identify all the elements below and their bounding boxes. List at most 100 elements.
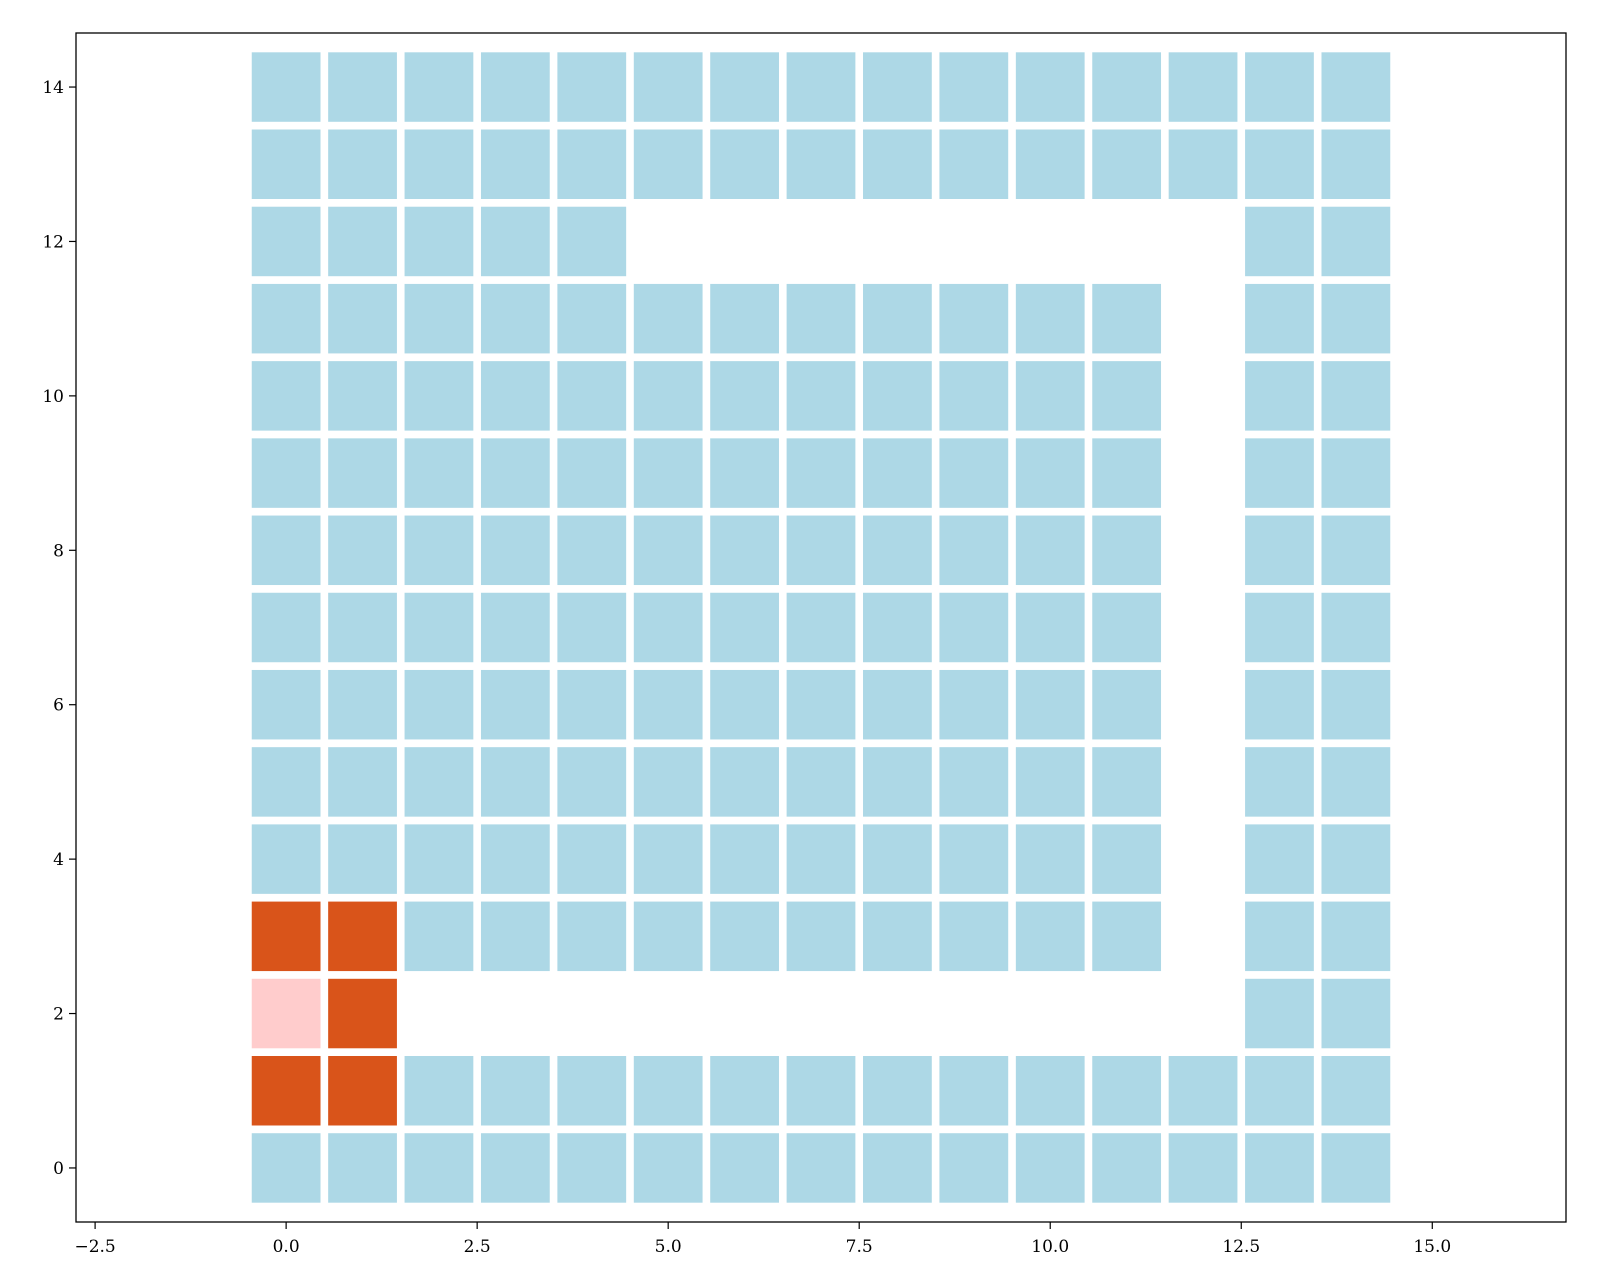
x-tick-label: 5.0 (655, 1237, 682, 1257)
cell-blue-7-8 (786, 515, 856, 586)
cell-blue-13-0 (1245, 1133, 1314, 1203)
cell-blue-13-14 (1245, 52, 1314, 122)
cell-blue-3-1 (480, 1056, 550, 1126)
cell-blue-12-13 (1168, 129, 1238, 199)
cell-blue-13-9 (1245, 438, 1314, 508)
cell-blue-5-5 (633, 747, 703, 817)
y-tick-label: 6 (53, 696, 64, 716)
cell-blue-13-13 (1245, 129, 1314, 199)
cell-blue-1-13 (328, 129, 397, 199)
cell-blue-2-13 (404, 129, 474, 199)
cell-blue-0-13 (251, 129, 321, 199)
cell-blue-11-8 (1092, 515, 1162, 586)
cell-blue-2-7 (404, 592, 474, 663)
cell-blue-0-12 (251, 206, 321, 277)
cell-blue-3-12 (480, 206, 550, 277)
cell-blue-13-5 (1245, 747, 1314, 817)
cell-blue-13-8 (1245, 515, 1314, 586)
cell-blue-3-8 (480, 515, 550, 586)
cell-blue-14-6 (1321, 669, 1391, 740)
cell-blue-5-11 (633, 283, 703, 354)
cell-blue-0-10 (251, 361, 321, 431)
cell-blue-14-8 (1321, 515, 1391, 586)
cell-blue-11-6 (1092, 669, 1162, 740)
cell-layer (251, 52, 1391, 1203)
cell-blue-12-14 (1168, 52, 1238, 122)
cell-blue-3-14 (480, 52, 550, 122)
cell-blue-4-8 (557, 515, 627, 586)
cell-blue-14-12 (1321, 206, 1391, 277)
cell-blue-9-8 (939, 515, 1009, 586)
cell-blue-7-4 (786, 824, 856, 894)
cell-blue-10-7 (1015, 592, 1085, 663)
cell-blue-8-0 (863, 1133, 932, 1203)
cell-blue-9-10 (939, 361, 1009, 431)
cell-blue-10-0 (1015, 1133, 1085, 1203)
cell-blue-4-9 (557, 438, 627, 508)
cell-blue-11-7 (1092, 592, 1162, 663)
cell-blue-2-6 (404, 669, 474, 740)
cell-blue-7-6 (786, 669, 856, 740)
x-tick-label: 10.0 (1031, 1237, 1069, 1257)
cell-blue-1-6 (328, 669, 397, 740)
cell-blue-6-14 (710, 52, 779, 122)
cell-blue-5-8 (633, 515, 703, 586)
x-tick-label: 15.0 (1413, 1237, 1451, 1257)
cell-blue-5-3 (633, 901, 703, 972)
cell-blue-7-13 (786, 129, 856, 199)
cell-blue-4-1 (557, 1056, 627, 1126)
cell-blue-0-0 (251, 1133, 321, 1203)
cell-blue-5-10 (633, 361, 703, 431)
cell-blue-1-10 (328, 361, 397, 431)
cell-pink-0-2 (251, 978, 321, 1049)
cell-blue-0-7 (251, 592, 321, 663)
cell-blue-3-13 (480, 129, 550, 199)
cell-blue-14-11 (1321, 283, 1391, 354)
cell-blue-2-3 (404, 901, 474, 972)
cell-blue-12-0 (1168, 1133, 1238, 1203)
cell-blue-14-7 (1321, 592, 1391, 663)
cell-blue-7-3 (786, 901, 856, 972)
cell-blue-2-4 (404, 824, 474, 894)
cell-blue-7-1 (786, 1056, 856, 1126)
cell-blue-10-4 (1015, 824, 1085, 894)
axes-frame (75, 32, 1567, 1223)
cell-blue-10-9 (1015, 438, 1085, 508)
cell-blue-11-0 (1092, 1133, 1162, 1203)
cell-blue-1-11 (328, 283, 397, 354)
cell-blue-0-6 (251, 669, 321, 740)
cell-blue-6-11 (710, 283, 779, 354)
cell-blue-13-10 (1245, 361, 1314, 431)
y-tick-label: 4 (53, 850, 64, 870)
cell-blue-14-3 (1321, 901, 1391, 972)
cell-blue-4-11 (557, 283, 627, 354)
cell-blue-8-14 (863, 52, 932, 122)
cell-blue-9-14 (939, 52, 1009, 122)
cell-blue-8-7 (863, 592, 932, 663)
cell-blue-2-0 (404, 1133, 474, 1203)
cell-blue-3-11 (480, 283, 550, 354)
cell-blue-8-6 (863, 669, 932, 740)
cell-blue-0-8 (251, 515, 321, 586)
x-axis: −2.5 0.0 2.5 5.0 7.5 10.0 12.5 15.0 (74, 1222, 1451, 1257)
cell-blue-12-1 (1168, 1056, 1238, 1126)
cell-blue-14-13 (1321, 129, 1391, 199)
cell-blue-11-11 (1092, 283, 1162, 354)
cell-blue-4-4 (557, 824, 627, 894)
cell-blue-7-11 (786, 283, 856, 354)
cell-blue-9-13 (939, 129, 1009, 199)
cell-blue-10-3 (1015, 901, 1085, 972)
cell-blue-9-7 (939, 592, 1009, 663)
cell-blue-9-11 (939, 283, 1009, 354)
cell-orange-1-2 (328, 978, 397, 1049)
cell-blue-5-4 (633, 824, 703, 894)
cell-blue-4-13 (557, 129, 627, 199)
cell-blue-11-3 (1092, 901, 1162, 972)
cell-blue-10-13 (1015, 129, 1085, 199)
cell-blue-13-12 (1245, 206, 1314, 277)
cell-blue-5-6 (633, 669, 703, 740)
cell-blue-14-5 (1321, 747, 1391, 817)
cell-blue-9-5 (939, 747, 1009, 817)
cell-blue-5-0 (633, 1133, 703, 1203)
cell-blue-13-1 (1245, 1056, 1314, 1126)
